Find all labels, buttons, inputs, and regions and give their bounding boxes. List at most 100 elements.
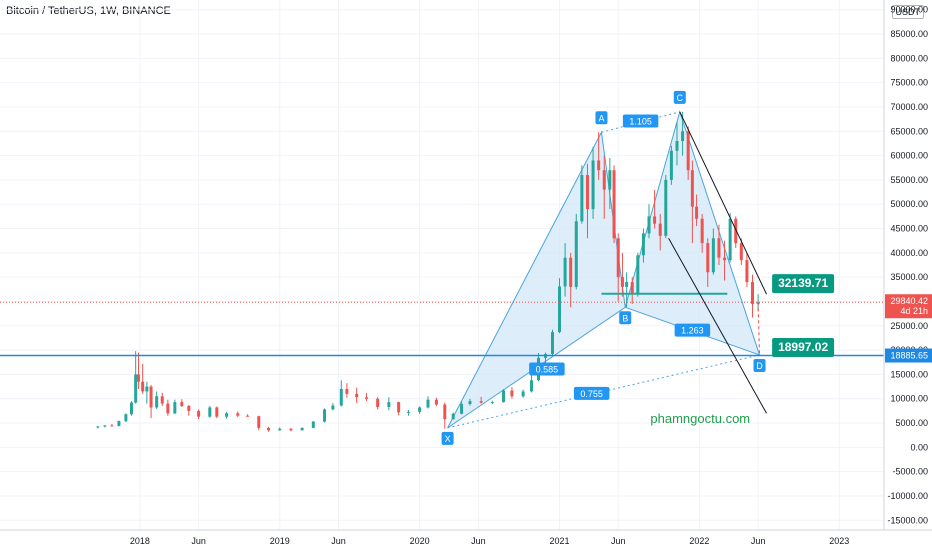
x-tick-label: Jun	[611, 536, 626, 546]
candle-body	[706, 243, 710, 273]
target-box	[772, 337, 835, 357]
candle-body	[197, 410, 201, 417]
candle-body	[443, 404, 447, 420]
candle-body	[387, 402, 391, 407]
candle-body	[208, 407, 212, 417]
candle-body	[145, 386, 149, 392]
candle-body	[257, 416, 261, 428]
grid	[0, 0, 884, 530]
support-price-label: 18885.65	[890, 351, 928, 361]
y-tick-label: -5000.00	[892, 467, 928, 477]
candle-body	[364, 397, 368, 399]
ratio-label: 1.263	[681, 326, 704, 336]
candle-body	[695, 206, 699, 219]
point-label-X: X	[445, 434, 451, 444]
y-tick-label: 5000.00	[895, 418, 928, 428]
candle-body	[734, 218, 738, 244]
candle-body	[278, 428, 282, 431]
candle-body	[187, 406, 191, 411]
price-axis: 90000.00 85000.00 80000.00 75000.00 70000.00…	[883, 0, 932, 530]
candle-body	[345, 388, 349, 394]
candle-body	[574, 221, 578, 287]
candle-body	[717, 238, 721, 258]
candle-body	[686, 131, 690, 171]
x-tick-label: Jun	[331, 536, 346, 546]
y-tick-label: 45000.00	[890, 224, 928, 234]
candle-body	[658, 223, 662, 236]
ratio-badge	[529, 362, 565, 376]
candle-body	[103, 425, 107, 427]
y-tick-label: -10000.00	[887, 491, 928, 501]
candle-body	[246, 415, 250, 417]
candle-body	[117, 421, 121, 426]
y-tick-label: 60000.00	[890, 151, 928, 161]
x-tick-label: Jun	[471, 536, 486, 546]
candle-body	[580, 175, 584, 222]
currency-badge[interactable]: USDT	[891, 5, 924, 19]
y-tick-label: 90000.00	[890, 5, 928, 15]
candle-body	[490, 402, 494, 404]
candle-body	[160, 396, 164, 404]
candle-body	[625, 282, 629, 287]
ratio-label: 0.755	[580, 389, 603, 399]
projection-line	[757, 302, 761, 355]
time-axis: 2018 Jun 2019 Jun 2020 Jun 2021 Jun 2022 Jun 2023	[0, 529, 932, 546]
watermark: phamngoctu.com	[650, 411, 750, 426]
candle-body	[110, 425, 114, 427]
candle-body	[675, 141, 679, 151]
candle-body	[149, 386, 153, 408]
channel-lower	[668, 238, 767, 414]
candle-body	[451, 413, 455, 420]
x-tick-label: 2022	[689, 536, 709, 546]
point-badge-B	[619, 311, 632, 325]
current-price-countdown: 4d 21h	[900, 306, 928, 316]
chart-title: Bitcoin / TetherUS, 1W, BINANCE	[6, 5, 171, 17]
ratio-label: 0.585	[536, 365, 559, 375]
y-tick-label: 50000.00	[890, 199, 928, 209]
candle-body	[479, 401, 483, 403]
candle-body	[134, 374, 138, 403]
candle-body	[669, 150, 673, 180]
candle-body	[468, 401, 472, 405]
y-tick-label: 80000.00	[890, 53, 928, 63]
candle-body	[376, 398, 380, 407]
candle-body	[173, 402, 177, 414]
candle-body	[739, 243, 743, 261]
candle-body	[745, 260, 749, 283]
candle-body	[155, 396, 159, 408]
current-price-label: 29840.42	[890, 296, 928, 306]
point-badge-D	[753, 358, 766, 372]
ratio-badge	[573, 386, 610, 400]
candle-body	[711, 238, 715, 273]
candles	[96, 111, 760, 432]
candle-body	[521, 391, 525, 397]
candle-body	[124, 414, 128, 422]
candle-body	[700, 218, 704, 244]
candle-body	[225, 413, 229, 417]
candle-body	[406, 411, 410, 413]
candle-body	[620, 277, 624, 287]
point-badge-X	[441, 431, 454, 445]
candle-body	[751, 282, 755, 304]
candle-body	[141, 381, 145, 392]
candle-body	[569, 257, 573, 287]
candle-body	[585, 175, 589, 210]
x-tick-label: 2020	[410, 536, 430, 546]
ratio-label: 1.105	[629, 117, 652, 127]
point-label-B: B	[622, 313, 628, 323]
candle-body	[653, 216, 657, 224]
candle-body	[602, 170, 606, 190]
candle-body	[636, 255, 640, 295]
y-tick-label: 0.00	[910, 442, 928, 452]
candle-body	[597, 160, 601, 171]
candle-body	[311, 421, 315, 428]
candle-body	[267, 427, 271, 431]
candle-body	[355, 393, 359, 398]
y-tick-label: 40000.00	[890, 248, 928, 258]
point-badge-A	[595, 111, 608, 125]
candle-body	[690, 170, 694, 207]
y-tick-label: 15000.00	[890, 369, 928, 379]
y-tick-label: 65000.00	[890, 126, 928, 136]
candle-body	[129, 402, 133, 415]
